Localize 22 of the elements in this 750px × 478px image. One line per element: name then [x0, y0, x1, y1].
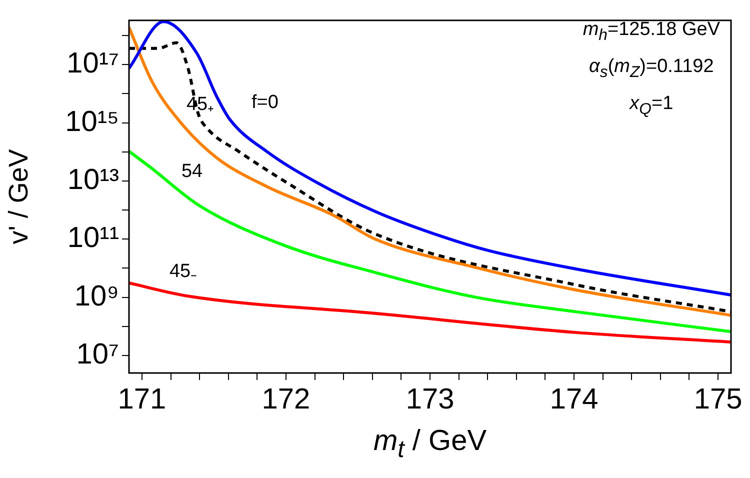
line-series: [129, 282, 731, 344]
x-tick-label: 172: [262, 383, 310, 416]
y-tick-label: 10¹⁷: [66, 48, 119, 80]
y-axis-title: v' / GeV: [4, 149, 34, 244]
x-tick-label: 175: [694, 383, 742, 416]
y-tick-label: 10⁷: [76, 338, 119, 370]
x-tick-label: 173: [406, 383, 454, 416]
y-tick-label: 10¹⁵: [65, 106, 119, 138]
series-label: f=0: [252, 92, 278, 114]
x-tick-label: 171: [118, 383, 166, 416]
x-axis-title: m$_{t}$ / GeV: [372, 425, 488, 464]
line-series: [129, 150, 731, 334]
y-tick-label: 10¹³: [67, 164, 120, 196]
x-tick-label: 174: [550, 383, 598, 416]
annotation: x$_{Q}$=1: [628, 92, 674, 120]
series-label: 54: [181, 161, 203, 182]
y-tick-label: 10¹¹: [67, 222, 120, 254]
series-label: 45₋: [169, 261, 197, 282]
y-tick-label: 10⁹: [74, 280, 119, 312]
series-label: 45₊: [186, 94, 214, 116]
annotation: α$_{s}$(m$_{Z}$)=0.1192: [588, 54, 715, 83]
annotation: m$_{h}$=125.18 GeV: [582, 18, 720, 46]
